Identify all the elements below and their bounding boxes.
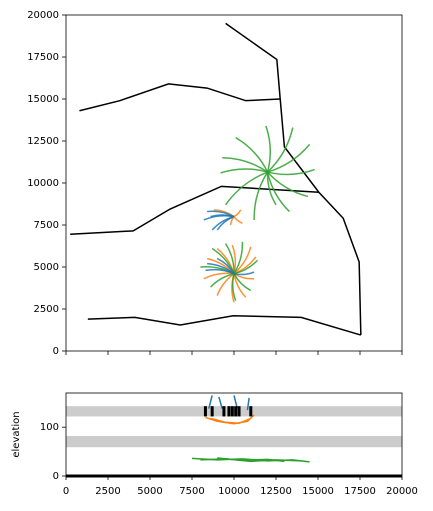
y-tick-label: 17500 [27,52,59,63]
fan-ray [233,259,259,275]
x-tick-label: 7500 [179,486,204,497]
x-tick-label: 15000 [302,486,334,497]
y-tick-label: 7500 [34,220,59,231]
fan-ray [233,241,244,275]
elevation-marker [237,406,241,417]
fan-ray [266,172,277,206]
line [218,396,223,409]
y-tick-label: 100 [40,422,59,433]
fan-ray [267,143,311,173]
fan-ray [209,272,235,288]
x-tick-label: 10000 [218,486,250,497]
y-axis-label: elevation [11,411,22,457]
y-tick-label: 15000 [27,94,59,105]
fan-ray [216,215,235,231]
fan-ray [267,127,294,173]
fan-ray [231,273,237,301]
y-tick-label: 2500 [34,304,59,315]
y-tick-label: 0 [53,346,59,357]
fan-ray [224,243,235,274]
line [210,417,252,425]
fan-ray [235,136,269,173]
fan-ray [266,171,290,213]
line [79,83,281,112]
elevation-band [66,435,402,448]
fan-ray [265,125,271,173]
y-tick-label: 12500 [27,136,59,147]
elevation-marker [230,406,234,417]
fan-ray [210,214,235,218]
x-tick-label: 0 [63,486,69,497]
elevation-marker [234,406,238,417]
axes-frame [65,392,403,477]
elevation-marker [227,406,231,417]
x-tick-label: 5000 [137,486,162,497]
line [70,185,319,235]
line [217,457,285,463]
fan-ray [224,171,268,206]
y-tick-label: 0 [53,471,59,482]
line [200,458,302,463]
x-tick-label: 20000 [386,486,418,497]
elevation-marker [222,406,226,417]
line [225,22,362,336]
fan-ray [233,271,255,276]
line [87,314,362,336]
x-tick-label: 12500 [260,486,292,497]
line [246,397,250,411]
fan-ray [233,209,242,218]
fan-ray [253,171,269,220]
fan-ray [222,157,269,173]
y-tick-label: 20000 [27,10,59,21]
fan-ray [233,216,243,225]
fan-ray [233,246,252,275]
fan-ray [216,273,235,296]
fan-ray [216,257,235,275]
x-tick-label: 2500 [95,486,120,497]
fan-ray [220,168,268,174]
x-tick-label: 17500 [344,486,376,497]
fan-ray [203,272,235,280]
elevation-marker [249,406,253,417]
fan-ray [205,268,235,275]
elevation-marker [203,406,207,417]
y-tick-label: 10000 [27,178,59,189]
y-tick-label: 5000 [34,262,59,273]
fan-ray [267,168,315,176]
elevation-marker [210,406,214,417]
fan-ray [267,171,309,198]
elevation-band [66,406,402,417]
fan-ray [233,273,252,292]
line [208,395,213,409]
